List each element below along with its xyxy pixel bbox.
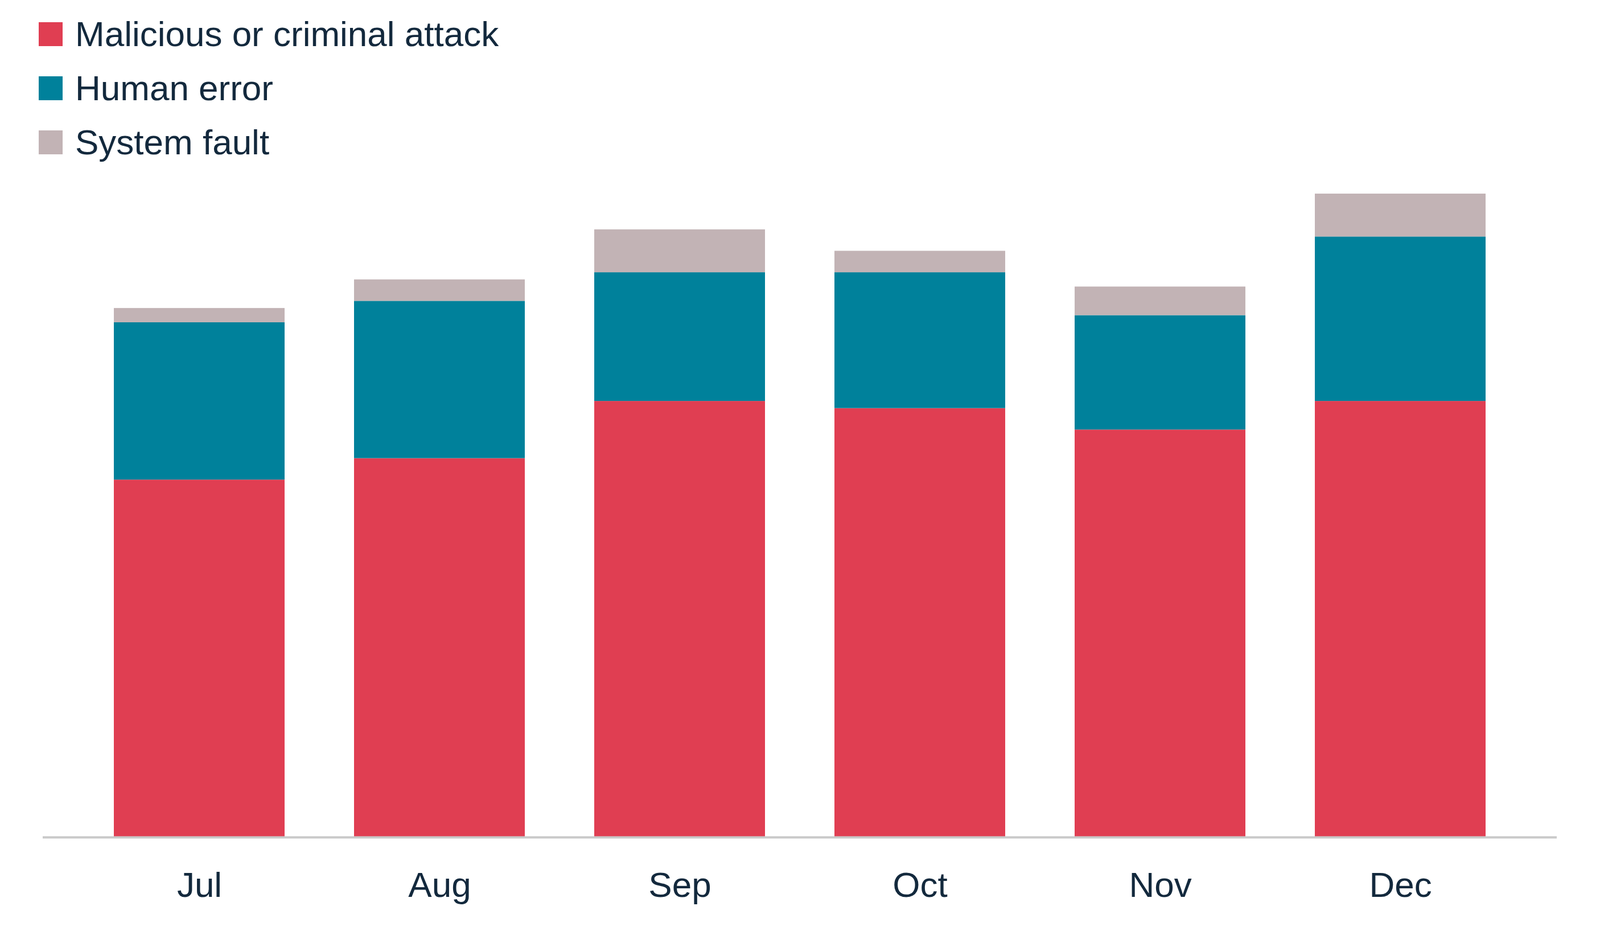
svg-text:Nov: Nov (1128, 864, 1192, 904)
html-text:Malicious or criminal attack: Malicious or criminal attack (75, 14, 499, 54)
svg-text:Sep: Sep (648, 864, 711, 904)
html-text:Human error: Human error (75, 68, 274, 108)
svg-text:Aug: Aug (408, 864, 471, 904)
svg-text:Oct: Oct (892, 864, 948, 904)
html-text:System fault: System fault (75, 122, 270, 162)
svg-text:Jul: Jul (177, 864, 222, 904)
svg-text:Dec: Dec (1368, 864, 1432, 904)
